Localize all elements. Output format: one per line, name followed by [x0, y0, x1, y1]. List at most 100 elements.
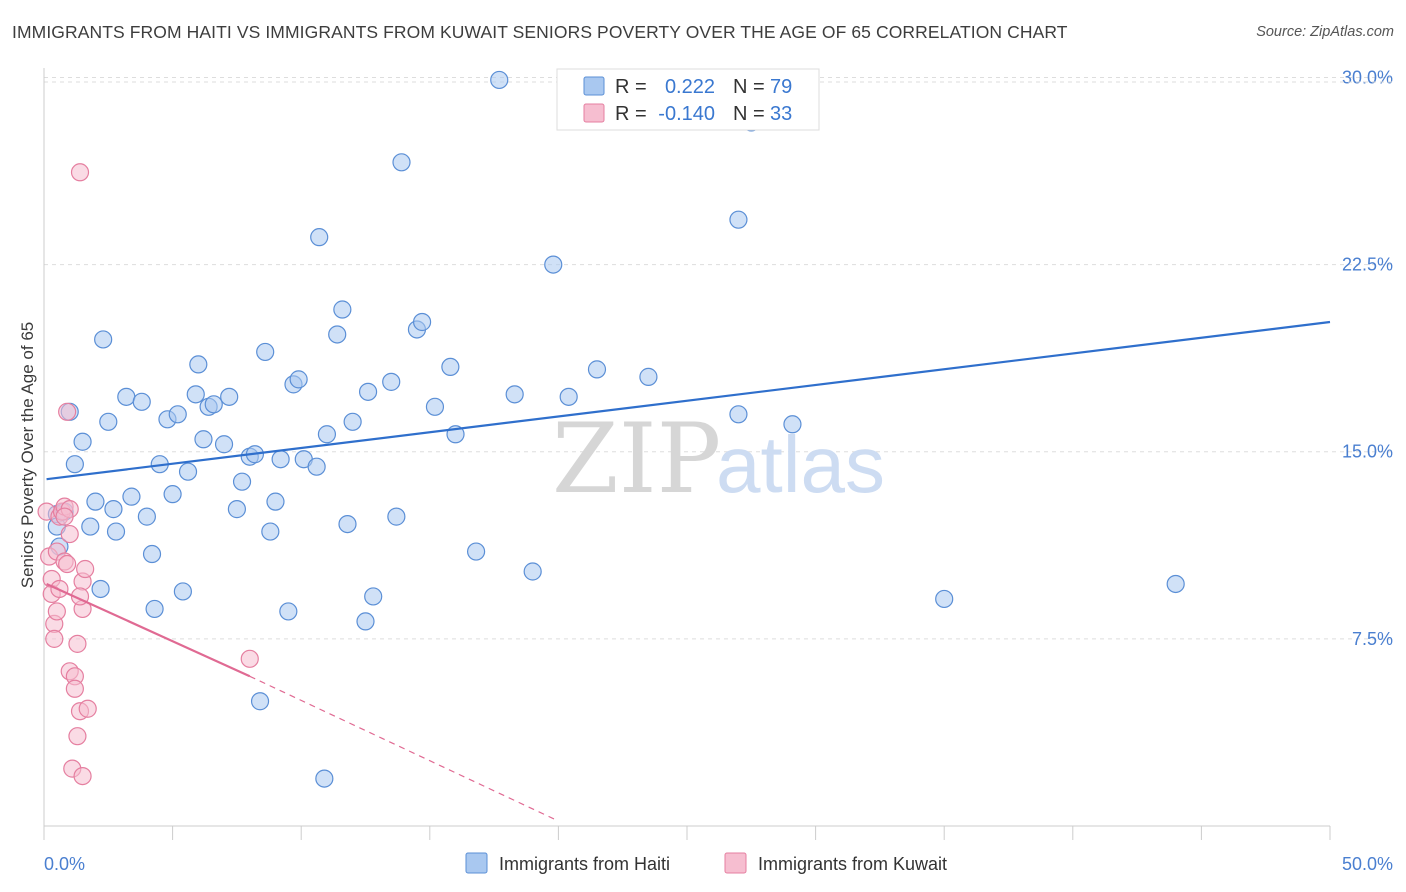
x-tick-label-min: 0.0% [44, 854, 85, 874]
y-tick-label: 7.5% [1352, 629, 1393, 649]
kuwait-point [73, 766, 92, 786]
haiti-point [189, 355, 208, 374]
haiti-point [729, 210, 748, 229]
legend-haiti-swatch [465, 852, 488, 874]
haiti-point [94, 330, 113, 349]
haiti-point [559, 387, 578, 406]
y-axis-title: Seniors Poverty Over the Age of 65 [18, 322, 37, 588]
legend-top-haiti-n-value: 79 [770, 76, 792, 98]
haiti-point [441, 357, 460, 376]
kuwait-point [45, 629, 64, 648]
haiti-point [310, 228, 329, 247]
watermark: ZIP atlas [552, 403, 885, 515]
kuwait-point [47, 602, 66, 621]
haiti-point [338, 514, 357, 534]
haiti-point [65, 455, 84, 474]
haiti-point [73, 432, 92, 451]
legend-haiti-label: Immigrants from Haiti [499, 854, 670, 874]
haiti-point [356, 612, 375, 631]
haiti-point [315, 769, 334, 788]
haiti-point [490, 70, 509, 90]
haiti-point [194, 430, 213, 449]
legend-top-kuwait-r-label: R = [615, 103, 647, 125]
haiti-point [317, 425, 337, 444]
haiti-point [729, 405, 748, 424]
y-tick-label: 30.0% [1342, 67, 1393, 87]
haiti-point [91, 579, 110, 599]
legend-top-kuwait-r-value: -0.140 [658, 103, 715, 125]
kuwait-point [78, 699, 97, 718]
haiti-point [104, 500, 123, 519]
haiti-point [387, 507, 406, 526]
haiti-point [289, 370, 308, 389]
haiti-point [343, 412, 362, 431]
haiti-point [466, 542, 486, 561]
haiti-point [220, 387, 239, 406]
kuwait-point [68, 634, 87, 653]
haiti-point [382, 372, 401, 391]
trend-layer [46, 320, 1331, 822]
axis-layer: 0.0% 50.0% [43, 68, 1393, 874]
haiti-point [935, 589, 954, 609]
legend-top-box: R = 0.222 N = 79 R = -0.140 N = 33 [556, 68, 820, 131]
legend-kuwait-label: Immigrants from Kuwait [758, 854, 947, 874]
chart-title: IMMIGRANTS FROM HAITI VS IMMIGRANTS FROM… [12, 22, 1068, 42]
kuwait-point [65, 679, 84, 698]
haiti-point [425, 397, 445, 416]
legend-top-kuwait-n-value: 33 [770, 103, 792, 125]
haiti-point [392, 153, 411, 172]
haiti-point [132, 392, 151, 411]
haiti-point [86, 492, 105, 511]
kuwait-point [68, 727, 87, 746]
legend-kuwait-swatch [724, 852, 747, 874]
kuwait-point [60, 524, 79, 544]
haiti-point [523, 562, 542, 581]
haiti-point [163, 485, 182, 504]
haiti-point [639, 367, 658, 386]
legend-top-kuwait-swatch [583, 103, 605, 123]
haiti-point [145, 599, 164, 619]
haiti-point [783, 415, 802, 434]
kuwait-trend-line [46, 582, 251, 678]
haiti-trend-line [46, 320, 1331, 481]
points-layer [37, 70, 1185, 788]
haiti-point [99, 412, 118, 431]
watermark-atlas: atlas [716, 420, 885, 509]
haiti-point [122, 487, 141, 506]
kuwait-point [58, 554, 77, 574]
haiti-point [256, 342, 275, 362]
haiti-point [142, 544, 162, 564]
x-tick-label-max: 50.0% [1342, 854, 1393, 874]
haiti-point [168, 405, 187, 424]
chart-source: Source: ZipAtlas.com [1256, 24, 1394, 40]
haiti-point [1166, 574, 1185, 594]
legend-top-haiti-r-label: R = [615, 76, 647, 98]
kuwait-trend-extension [249, 675, 559, 822]
y-tick-label: 15.0% [1342, 442, 1393, 462]
haiti-point [106, 522, 126, 541]
haiti-point [261, 522, 280, 541]
haiti-point [279, 602, 298, 621]
watermark-zip: ZIP [552, 403, 721, 515]
haiti-point [173, 582, 192, 601]
haiti-point [412, 312, 432, 332]
haiti-point [271, 450, 290, 469]
haiti-point [333, 300, 352, 319]
kuwait-point [55, 507, 74, 526]
legend-bottom: Immigrants from Haiti Immigrants from Ku… [465, 852, 947, 874]
haiti-point [204, 395, 223, 414]
kuwait-point [58, 402, 77, 421]
haiti-point [214, 435, 234, 454]
haiti-point [358, 382, 378, 401]
grid-layer: 7.5% 15.0% 22.5% 30.0% [44, 67, 1393, 649]
haiti-point [364, 587, 383, 606]
haiti-point [117, 387, 136, 406]
haiti-point [250, 692, 270, 711]
haiti-point [186, 385, 205, 404]
haiti-point [227, 500, 246, 519]
legend-top-haiti-r-value: 0.222 [665, 76, 715, 98]
y-tick-label: 22.5% [1342, 255, 1393, 275]
haiti-point [505, 385, 524, 404]
haiti-point [307, 457, 326, 476]
